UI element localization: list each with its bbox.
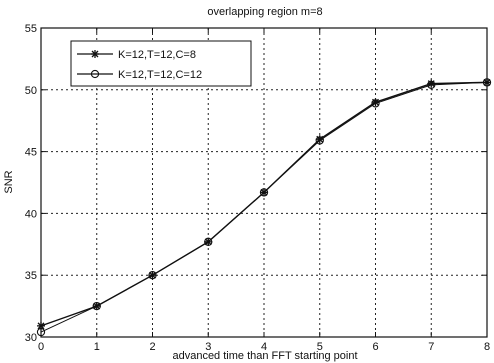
legend-box [70,40,252,87]
legend-item: K=12,T=12,C=12 [77,69,202,81]
series-line [40,81,488,333]
data-point-circle [482,78,492,87]
data-point-circle [148,271,157,280]
data-point-circle [92,301,101,311]
x-tick-label: 0 [38,341,44,353]
data-point-circle [427,80,436,90]
y-tick-label: 45 [25,147,37,159]
data-point-circle [315,136,324,145]
data-point-circle [371,99,380,108]
data-point-circle [36,327,46,337]
legend-label: K=12,T=12,C=12 [118,69,202,81]
x-tick-label: 6 [372,341,378,353]
series-2 [36,78,492,337]
y-tick-label: 35 [25,270,37,282]
x-tick-label: 7 [428,341,434,353]
y-tick-label: 55 [25,23,37,35]
legend-marker-star [91,50,99,58]
chart-title: overlapping region m=8 [207,6,322,18]
legend-item: K=12,T=12,C=8 [77,49,196,61]
y-tick-label: 30 [25,332,37,344]
legend: K=12,T=12,C=8 K=12,T=12,C=12 [70,40,252,87]
legend-label: K=12,T=12,C=8 [118,49,196,61]
data-point-star [37,321,45,330]
legend-marker-circle [90,69,100,79]
x-tick-label: 4 [261,341,267,353]
y-axis-title: SNR [3,170,15,193]
y-tick-label: 40 [25,208,37,220]
x-axis-title: advanced time than FFT starting point [172,350,357,362]
data-point-circle [204,237,213,246]
data-point-circle [259,188,269,197]
y-tick-label: 50 [25,85,37,97]
x-tick-label: 1 [94,341,100,353]
x-tick-label: 3 [205,341,211,353]
x-tick-label: 8 [484,341,490,353]
x-tick-label: 2 [149,341,155,353]
x-tick-label: 5 [317,341,323,353]
